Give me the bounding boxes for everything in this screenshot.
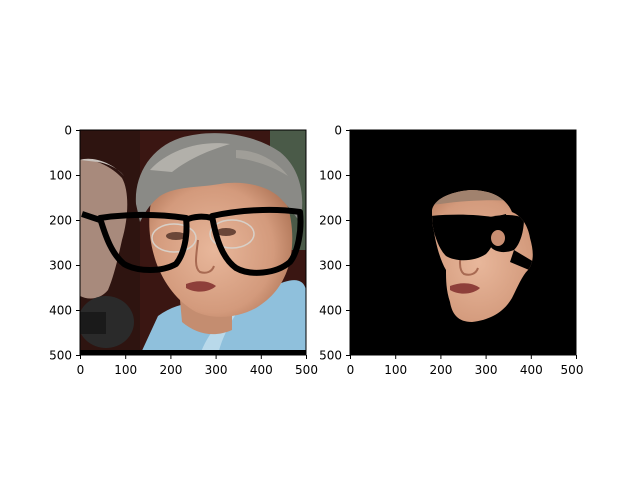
left-x-tick-label: 0 <box>77 363 85 377</box>
left-x-ticks: 0 100 200 300 400 500 <box>77 355 318 377</box>
left-y-tick-label: 200 <box>49 214 72 228</box>
right-x-tick-label: 0 <box>347 363 355 377</box>
right-mask-image <box>350 130 576 355</box>
left-photo <box>80 130 306 355</box>
left-x-tick-label: 500 <box>295 363 318 377</box>
left-y-ticks: 0 100 200 300 400 500 <box>49 124 80 363</box>
right-y-tick-label: 300 <box>319 259 342 273</box>
right-x-tick-label: 400 <box>520 363 543 377</box>
left-y-tick-label: 0 <box>64 124 72 138</box>
drawn-glasses-left <box>81 206 304 276</box>
right-y-tick-label: 500 <box>319 349 342 363</box>
left-y-tick-label: 500 <box>49 349 72 363</box>
right-x-ticks: 0 100 200 300 400 500 <box>347 355 584 377</box>
left-panel: 0 100 200 300 400 500 0 100 200 300 400 … <box>49 124 318 378</box>
right-y-tick-label: 100 <box>319 169 342 183</box>
left-y-tick-label: 400 <box>49 304 72 318</box>
right-axes-frame <box>349 129 577 356</box>
right-x-tick-label: 200 <box>429 363 452 377</box>
left-y-tick-label: 100 <box>49 169 72 183</box>
right-x-tick-label: 500 <box>561 363 584 377</box>
right-y-tick-label: 0 <box>334 124 342 138</box>
left-x-tick-label: 200 <box>159 363 182 377</box>
left-x-tick-label: 100 <box>114 363 137 377</box>
right-x-tick-label: 100 <box>384 363 407 377</box>
right-panel: 0 100 200 300 400 500 0 100 200 300 400 … <box>319 124 583 378</box>
left-axes-frame <box>79 129 307 356</box>
right-y-ticks: 0 100 200 300 400 500 <box>319 124 350 363</box>
left-x-tick-label: 300 <box>205 363 228 377</box>
right-y-tick-label: 200 <box>319 214 342 228</box>
left-y-tick-label: 300 <box>49 259 72 273</box>
right-y-tick-label: 400 <box>319 304 342 318</box>
right-x-tick-label: 300 <box>475 363 498 377</box>
left-x-tick-label: 400 <box>250 363 273 377</box>
